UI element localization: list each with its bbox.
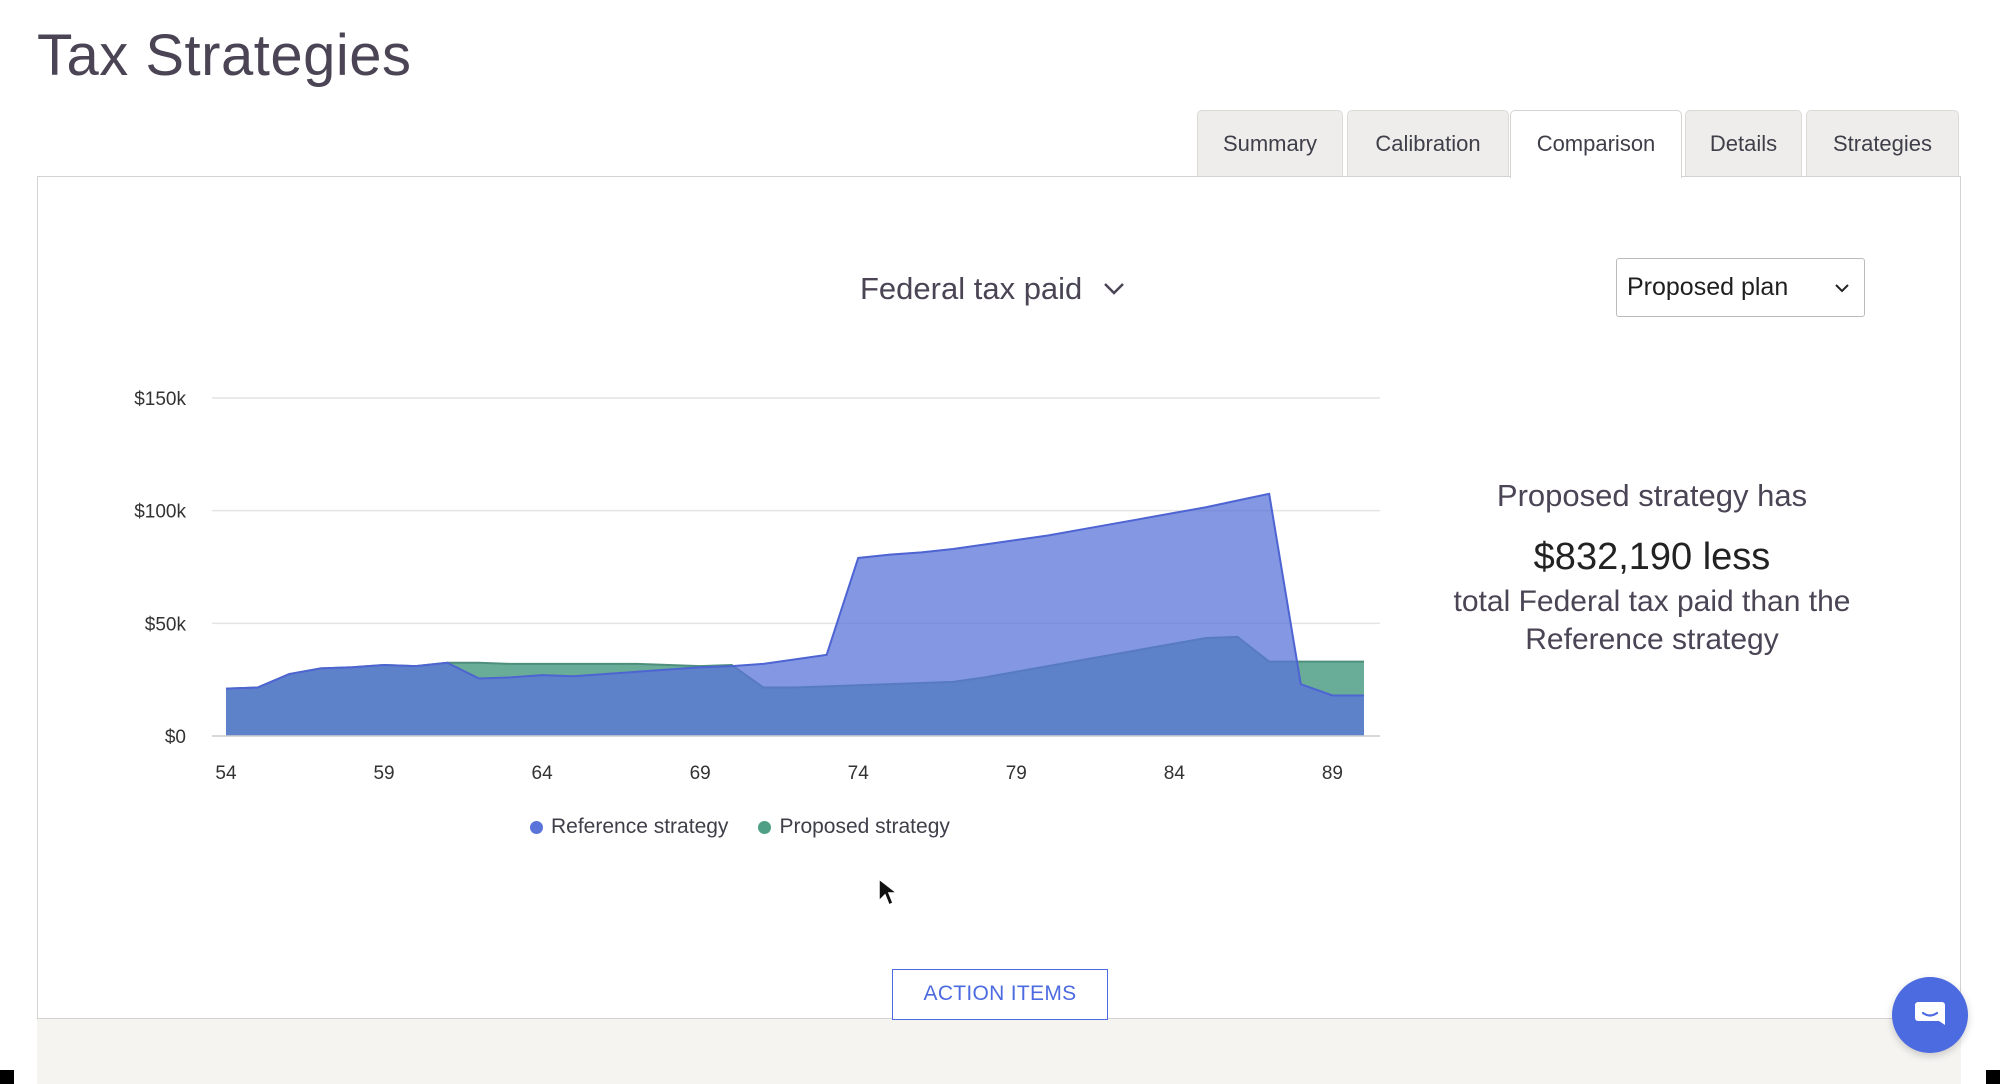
footer-band	[37, 1019, 1961, 1084]
x-tick-label: 74	[848, 763, 870, 784]
action-items-button[interactable]: ACTION ITEMS	[892, 969, 1108, 1020]
x-tick-label: 89	[1322, 763, 1343, 784]
tab-summary[interactable]: Summary	[1197, 110, 1343, 176]
metric-selector-label: Federal tax paid	[860, 271, 1083, 306]
chat-icon	[1915, 1002, 1945, 1025]
y-tick-label: $50k	[145, 614, 187, 635]
legend-label-proposed: Proposed strategy	[779, 815, 950, 838]
y-tick-label: $150k	[134, 389, 186, 410]
legend-item-reference[interactable]: Reference strategy	[530, 815, 728, 839]
chart-legend: Reference strategy Proposed strategy	[530, 815, 950, 839]
window-corner	[1986, 1070, 2000, 1084]
x-tick-label: 69	[690, 763, 711, 784]
tab-calibration[interactable]: Calibration	[1347, 110, 1509, 176]
chevron-down-icon	[1104, 283, 1125, 295]
reference-area	[226, 493, 1364, 736]
legend-dot-proposed	[758, 820, 772, 834]
x-tick-label: 64	[532, 763, 554, 784]
chat-launcher-button[interactable]	[1892, 977, 1968, 1053]
tab-details[interactable]: Details	[1685, 110, 1802, 176]
federal-tax-chart: $0 $50k $100k $150k 54 59 64 69 74 79 84 89	[134, 389, 1380, 784]
y-tick-label: $0	[165, 727, 186, 748]
reference-line	[225, 492, 1364, 697]
x-tick-label: 84	[1164, 763, 1186, 784]
summary-lead: Proposed strategy has	[1496, 478, 1808, 513]
chevron-down-icon	[1835, 283, 1849, 292]
y-tick-label: $100k	[134, 502, 186, 523]
x-tick-label: 54	[215, 763, 237, 784]
summary-amount: $832,190 less	[1533, 536, 1771, 578]
x-tick-label: 79	[1006, 763, 1027, 784]
summary-tail: total Federal tax paid than the Referenc…	[1453, 585, 1851, 656]
metric-selector[interactable]: Federal tax paid	[860, 262, 1126, 316]
legend-label-reference: Reference strategy	[551, 815, 729, 838]
window-corner	[0, 1070, 14, 1084]
page-title: Tax Strategies	[37, 23, 412, 88]
tab-strategies[interactable]: Strategies	[1806, 110, 1959, 176]
comparison-summary: Proposed strategy has $832,190 less tota…	[1420, 470, 1884, 659]
legend-dot-reference	[530, 820, 543, 834]
tab-comparison[interactable]: Comparison	[1510, 110, 1682, 178]
x-tick-label: 59	[373, 763, 394, 784]
plan-select[interactable]: Proposed plan	[1616, 258, 1865, 317]
plan-select-value: Proposed plan	[1627, 273, 1789, 301]
mouse-cursor-icon	[878, 877, 899, 907]
legend-item-proposed[interactable]: Proposed strategy	[758, 815, 950, 839]
